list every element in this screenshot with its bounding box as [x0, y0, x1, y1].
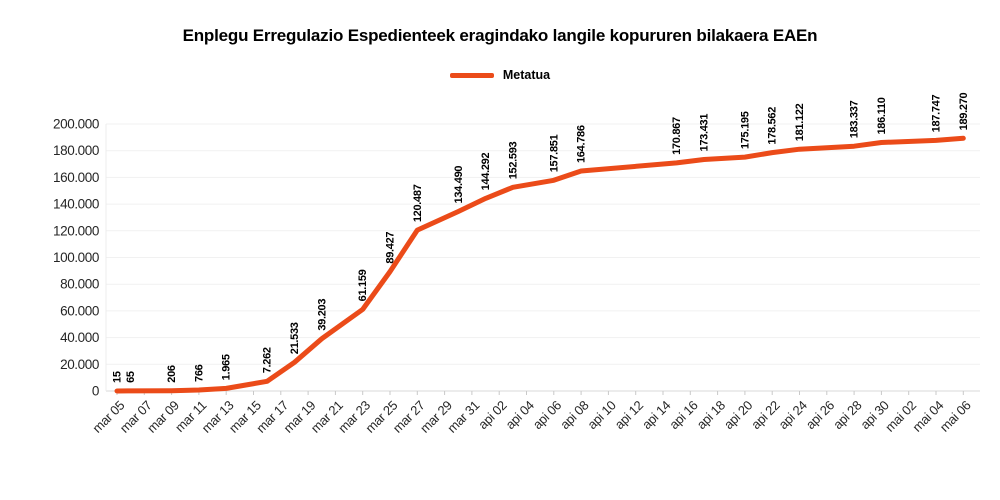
x-axis-tick-label: api 26 [803, 398, 837, 432]
legend-item-label: Metatua [502, 68, 551, 82]
data-label: 7.262 [262, 347, 274, 373]
y-axis-tick-label: 80.000 [60, 277, 99, 292]
x-axis-tick-label: api 16 [666, 398, 700, 432]
x-axis-tick-label: api 08 [557, 398, 591, 432]
y-axis-tick-label: 20.000 [60, 357, 99, 372]
x-axis-tick-label: api 10 [584, 398, 618, 432]
y-axis-tick-label: 40.000 [60, 330, 99, 345]
data-label: 181.122 [794, 103, 806, 141]
x-axis-tick-label: api 28 [830, 398, 864, 432]
data-label: 152.593 [507, 141, 519, 179]
data-label: 39.203 [316, 299, 328, 331]
data-label: 21.533 [289, 322, 301, 354]
data-label: 186.110 [876, 97, 888, 134]
x-axis-tick-label: api 04 [502, 398, 536, 432]
data-label: 173.431 [698, 114, 710, 152]
x-axis-tick-label: mai 06 [937, 398, 974, 435]
x-axis-tick-label: api 14 [639, 398, 673, 432]
data-label: 65 [125, 371, 137, 383]
x-axis-tick-label: api 24 [775, 398, 809, 432]
legend-line-swatch [449, 72, 494, 78]
data-label: 144.292 [480, 153, 492, 191]
data-label: 187.747 [931, 95, 943, 133]
data-label: 89.427 [385, 232, 397, 264]
data-label: 134.490 [453, 166, 465, 204]
y-axis-tick-label: 0 [92, 384, 99, 399]
y-axis-tick-label: 200.000 [53, 117, 99, 132]
data-label: 61.159 [357, 269, 369, 301]
data-label: 170.867 [671, 117, 683, 155]
y-axis-tick-label: 60.000 [60, 303, 99, 318]
data-label: 766 [193, 364, 205, 382]
data-label: 1.965 [221, 354, 233, 380]
data-label: 164.786 [576, 125, 588, 163]
y-axis-tick-label: 180.000 [53, 143, 99, 158]
legend: Metatua [0, 68, 1000, 82]
y-axis-tick-label: 120.000 [53, 223, 99, 238]
data-label: 175.195 [739, 111, 751, 149]
x-axis-tick-label: api 20 [721, 398, 755, 432]
y-axis-tick-label: 160.000 [53, 170, 99, 185]
data-label: 15 [112, 371, 124, 383]
x-axis-tick-label: api 12 [612, 398, 646, 432]
data-label: 178.562 [767, 107, 779, 145]
y-axis-tick-label: 140.000 [53, 197, 99, 212]
series-line-metatua [114, 135, 966, 394]
y-axis-tick-label: 100.000 [53, 250, 99, 265]
data-label: 206 [166, 365, 178, 383]
x-axis-tick-label: api 18 [694, 398, 728, 432]
x-axis-tick-label: api 02 [475, 398, 509, 432]
chart-title: Enplegu Erregulazio Espedienteek eragind… [182, 26, 818, 45]
data-label: 183.337 [849, 100, 861, 138]
x-axis-tick-label: api 06 [530, 398, 564, 432]
data-label: 189.270 [958, 92, 970, 130]
data-label: 157.851 [548, 134, 560, 172]
x-axis-tick-label: api 22 [748, 398, 782, 432]
data-label: 120.487 [412, 184, 424, 222]
